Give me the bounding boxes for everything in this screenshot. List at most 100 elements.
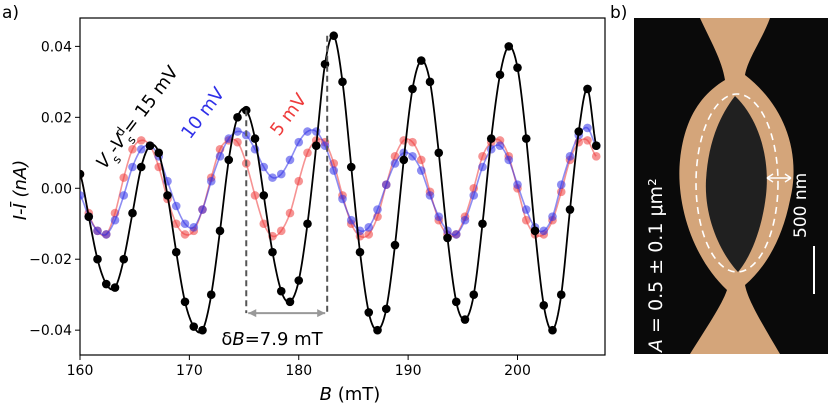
data-point (303, 127, 312, 136)
delta-b-arrow-heads (248, 309, 326, 318)
x-tick-label: 160 (67, 363, 94, 379)
data-point (128, 162, 137, 172)
x-tick-label: 190 (395, 363, 422, 379)
data-point (136, 136, 146, 145)
data-point (565, 205, 575, 214)
data-point (233, 137, 242, 147)
data-point (136, 144, 146, 154)
data-point (425, 77, 435, 87)
data-point (171, 219, 181, 229)
data-point (101, 279, 111, 289)
width-arrow-heads (766, 173, 792, 183)
data-point (259, 219, 269, 229)
data-point (355, 247, 365, 257)
data-point (101, 230, 111, 239)
data-point (268, 247, 277, 257)
data-point (521, 205, 531, 214)
data-point (206, 290, 216, 299)
data-point (451, 297, 461, 307)
data-point (128, 208, 137, 218)
data-point (268, 173, 277, 182)
data-point (80, 191, 85, 200)
ring-hole (705, 96, 767, 272)
data-point (591, 141, 601, 151)
x-tick-label: 170 (176, 363, 203, 379)
series-layer (80, 31, 601, 335)
data-point (513, 180, 522, 190)
data-point (154, 162, 164, 172)
data-point (425, 191, 435, 200)
data-point (539, 301, 549, 310)
data-point (416, 166, 426, 175)
data-point (128, 144, 137, 154)
data-point (84, 212, 94, 221)
data-point (451, 230, 461, 239)
data-point (399, 155, 409, 165)
data-point (504, 155, 514, 165)
y-tick-label: 0.04 (41, 39, 72, 55)
data-point (504, 42, 514, 51)
y-tick-label: −0.04 (29, 323, 72, 339)
data-point (346, 162, 356, 172)
x-tick-label: 180 (285, 363, 312, 379)
data-point (119, 254, 129, 264)
data-point (136, 162, 146, 172)
data-point (408, 84, 417, 94)
series-label-10mv: 10 mV (177, 83, 229, 143)
series-label-15mv: Vs-Vsd= 15 mV (91, 61, 188, 177)
data-point (329, 31, 339, 41)
data-point (373, 325, 382, 335)
data-point (381, 304, 391, 314)
data-point (285, 155, 295, 165)
data-point (206, 176, 216, 186)
data-point (486, 134, 496, 143)
data-point (469, 191, 479, 200)
data-point (180, 219, 190, 229)
x-tick-label: 200 (504, 363, 531, 379)
data-point (548, 212, 557, 221)
data-point (224, 134, 234, 143)
data-point (338, 77, 347, 87)
data-point (303, 148, 312, 158)
data-point (495, 70, 505, 80)
data-point (276, 286, 286, 296)
data-point (215, 226, 225, 236)
y-tick-label: 0.02 (41, 110, 72, 126)
data-point (119, 191, 129, 200)
delta-b-label: δB=7.9 mT (221, 329, 323, 350)
data-point (364, 308, 374, 317)
scale-bar-label: 500 nm (791, 173, 811, 238)
data-point (390, 159, 400, 168)
oscillation-chart: 160 170 180 190 200 −0.04 −0.02 0.00 0.02 0.04 B… (9, 17, 606, 404)
data-point (364, 230, 374, 239)
data-point (416, 155, 426, 165)
data-point (171, 201, 181, 211)
data-point (460, 315, 470, 324)
data-point (189, 222, 199, 232)
data-point (180, 297, 190, 307)
sem-micrograph: 500 nm A = 0.5 ± 0.1 μm² (634, 18, 828, 354)
y-tick-label: 0.00 (41, 181, 72, 197)
data-point (163, 191, 172, 200)
data-point (548, 325, 557, 335)
panel-a-label: a) (2, 3, 19, 23)
data-point (189, 322, 199, 331)
data-point (434, 212, 444, 221)
data-point (276, 226, 286, 236)
data-point (556, 180, 566, 190)
data-point (80, 169, 85, 179)
data-point (294, 176, 304, 186)
data-point (119, 173, 129, 182)
data-point (93, 226, 102, 236)
data-point (469, 290, 479, 299)
data-point (460, 215, 470, 225)
data-point (180, 230, 190, 239)
data-point (311, 127, 321, 136)
data-point (364, 222, 374, 232)
data-point (583, 123, 592, 133)
data-point (285, 297, 295, 307)
data-point (233, 113, 242, 122)
data-point (408, 137, 417, 147)
delta-b-annotation (245, 35, 329, 318)
data-point (198, 325, 207, 335)
